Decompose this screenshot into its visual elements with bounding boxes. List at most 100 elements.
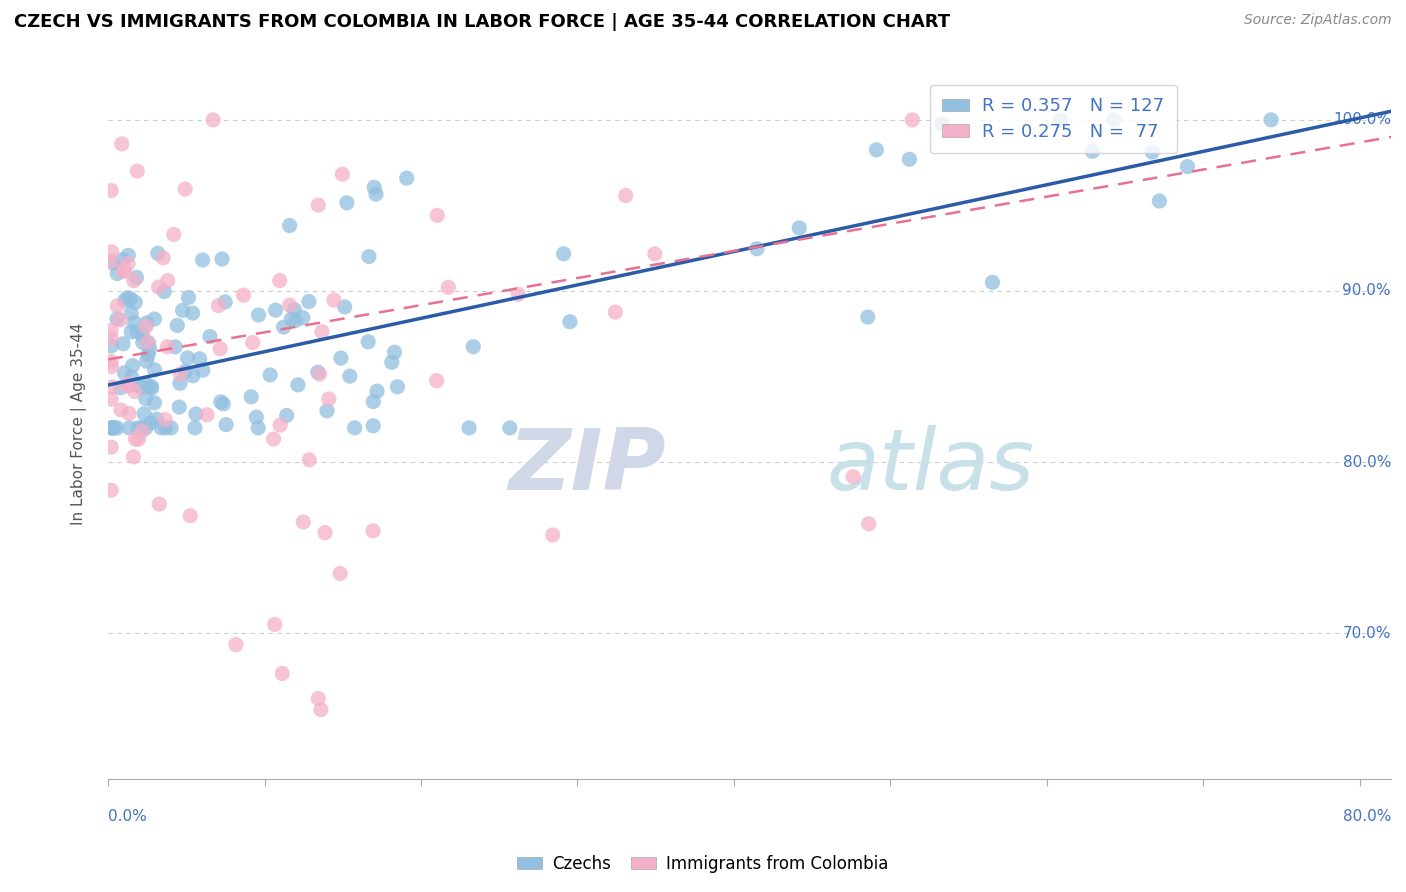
- Point: [176, 351, 198, 365]
- Point: [1149, 194, 1171, 208]
- Point: [117, 256, 139, 270]
- Point: [124, 384, 146, 399]
- Point: [131, 380, 153, 394]
- Point: [287, 377, 309, 392]
- Point: [121, 370, 143, 384]
- Point: [121, 359, 143, 373]
- Point: [105, 299, 128, 313]
- Point: [215, 417, 238, 432]
- Point: [114, 293, 136, 308]
- Point: [364, 187, 387, 202]
- Point: [264, 303, 287, 318]
- Point: [131, 421, 153, 435]
- Point: [437, 280, 460, 294]
- Point: [508, 287, 530, 301]
- Point: [101, 256, 124, 270]
- Point: [143, 363, 166, 377]
- Point: [207, 299, 229, 313]
- Point: [135, 421, 157, 435]
- Point: [361, 524, 384, 538]
- Point: [541, 528, 564, 542]
- Point: [112, 263, 135, 277]
- Point: [112, 264, 135, 278]
- Point: [263, 617, 285, 632]
- Point: [184, 421, 207, 435]
- Point: [1177, 160, 1199, 174]
- Point: [202, 112, 225, 127]
- Point: [141, 379, 163, 393]
- Point: [177, 290, 200, 304]
- Point: [931, 117, 953, 131]
- Point: [100, 359, 122, 374]
- Point: [103, 421, 125, 435]
- Point: [114, 366, 136, 380]
- Point: [100, 184, 122, 198]
- Point: [117, 291, 139, 305]
- Point: [169, 367, 191, 381]
- Point: [426, 208, 449, 222]
- Point: [143, 396, 166, 410]
- Point: [307, 198, 329, 212]
- Point: [153, 285, 176, 299]
- Point: [209, 342, 232, 356]
- Point: [278, 219, 301, 233]
- Point: [100, 354, 122, 368]
- Point: [858, 516, 880, 531]
- Point: [179, 508, 201, 523]
- Point: [169, 376, 191, 391]
- Text: Source: ZipAtlas.com: Source: ZipAtlas.com: [1244, 13, 1392, 28]
- Point: [298, 294, 321, 309]
- Point: [120, 306, 142, 320]
- Point: [150, 421, 173, 435]
- Point: [232, 288, 254, 302]
- Point: [1049, 112, 1071, 127]
- Text: CZECH VS IMMIGRANTS FROM COLOMBIA IN LABOR FORCE | AGE 35-44 CORRELATION CHART: CZECH VS IMMIGRANTS FROM COLOMBIA IN LAB…: [14, 13, 950, 31]
- Point: [148, 280, 170, 294]
- Point: [184, 407, 207, 421]
- Point: [100, 421, 122, 435]
- Point: [181, 368, 204, 383]
- Point: [316, 404, 339, 418]
- Point: [131, 424, 153, 438]
- Point: [134, 407, 156, 421]
- Point: [381, 355, 404, 369]
- Point: [1140, 145, 1163, 159]
- Point: [212, 397, 235, 411]
- Text: 80.0%: 80.0%: [1343, 455, 1391, 469]
- Point: [329, 351, 352, 365]
- Legend: Czechs, Immigrants from Colombia: Czechs, Immigrants from Colombia: [510, 848, 896, 880]
- Point: [269, 274, 291, 288]
- Point: [499, 421, 522, 435]
- Point: [426, 374, 449, 388]
- Text: 70.0%: 70.0%: [1343, 625, 1391, 640]
- Text: 80.0%: 80.0%: [1343, 810, 1391, 824]
- Point: [644, 247, 666, 261]
- Point: [100, 421, 122, 435]
- Point: [100, 254, 122, 268]
- Point: [283, 302, 305, 317]
- Point: [101, 421, 124, 435]
- Point: [167, 400, 190, 414]
- Point: [284, 313, 307, 327]
- Point: [156, 274, 179, 288]
- Point: [124, 432, 146, 446]
- Text: 100.0%: 100.0%: [1333, 112, 1391, 128]
- Point: [122, 274, 145, 288]
- Text: 90.0%: 90.0%: [1343, 284, 1391, 299]
- Point: [152, 251, 174, 265]
- Point: [101, 380, 124, 394]
- Point: [278, 298, 301, 312]
- Point: [181, 306, 204, 320]
- Point: [209, 395, 232, 409]
- Point: [125, 270, 148, 285]
- Point: [1260, 112, 1282, 127]
- Point: [322, 293, 344, 307]
- Point: [242, 335, 264, 350]
- Point: [856, 310, 879, 324]
- Point: [117, 376, 139, 391]
- Point: [105, 267, 128, 281]
- Point: [357, 250, 380, 264]
- Point: [981, 276, 1004, 290]
- Point: [291, 310, 314, 325]
- Point: [240, 390, 263, 404]
